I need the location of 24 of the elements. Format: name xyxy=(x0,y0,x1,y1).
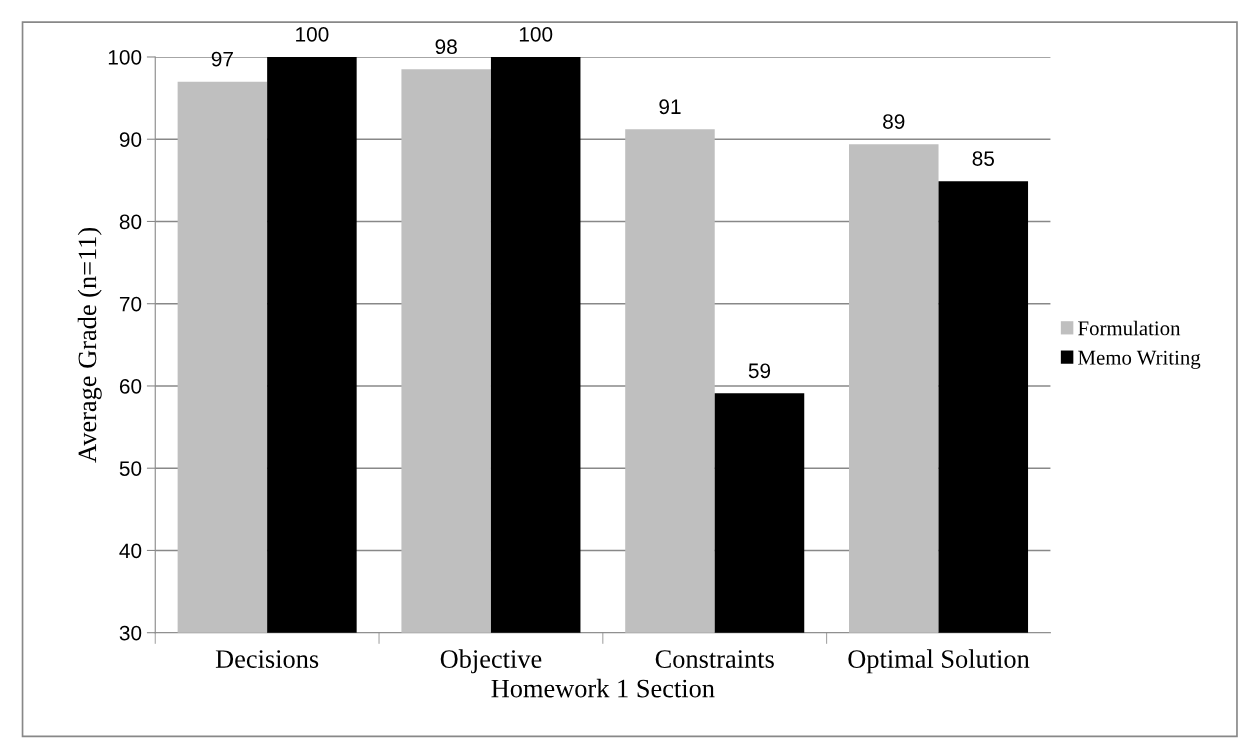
data-label: 89 xyxy=(883,114,905,129)
data-label: 85 xyxy=(972,151,994,166)
data-label: 91 xyxy=(659,99,681,115)
y-tick-label: 80 xyxy=(119,214,142,230)
data-label: 59 xyxy=(748,363,771,379)
x-tick-label: Constraints xyxy=(655,650,774,668)
y-tick-label: 90 xyxy=(119,132,142,147)
y-axis-title: Average Grade (n=11) xyxy=(77,227,102,463)
legend-label: Formulation xyxy=(1078,320,1181,336)
x-axis-title: Homework 1 Section xyxy=(491,678,715,698)
data-label: 97 xyxy=(211,51,233,67)
y-tick-label: 60 xyxy=(119,378,142,394)
y-tick-label: 40 xyxy=(119,543,142,559)
x-tick-label: Decisions xyxy=(215,650,319,668)
x-tick-label: Objective xyxy=(440,649,542,674)
data-label: 100 xyxy=(296,27,329,42)
y-tick-label: 30 xyxy=(119,625,142,641)
y-tick-label: 70 xyxy=(119,296,142,312)
legend-label: Memo Writing xyxy=(1078,350,1201,369)
x-tick-label: Optimal Solution xyxy=(848,649,1030,674)
y-tick-label: 50 xyxy=(119,461,142,476)
y-tick-label: 100 xyxy=(108,49,142,65)
data-label: 100 xyxy=(519,27,553,42)
data-label: 98 xyxy=(435,39,457,55)
